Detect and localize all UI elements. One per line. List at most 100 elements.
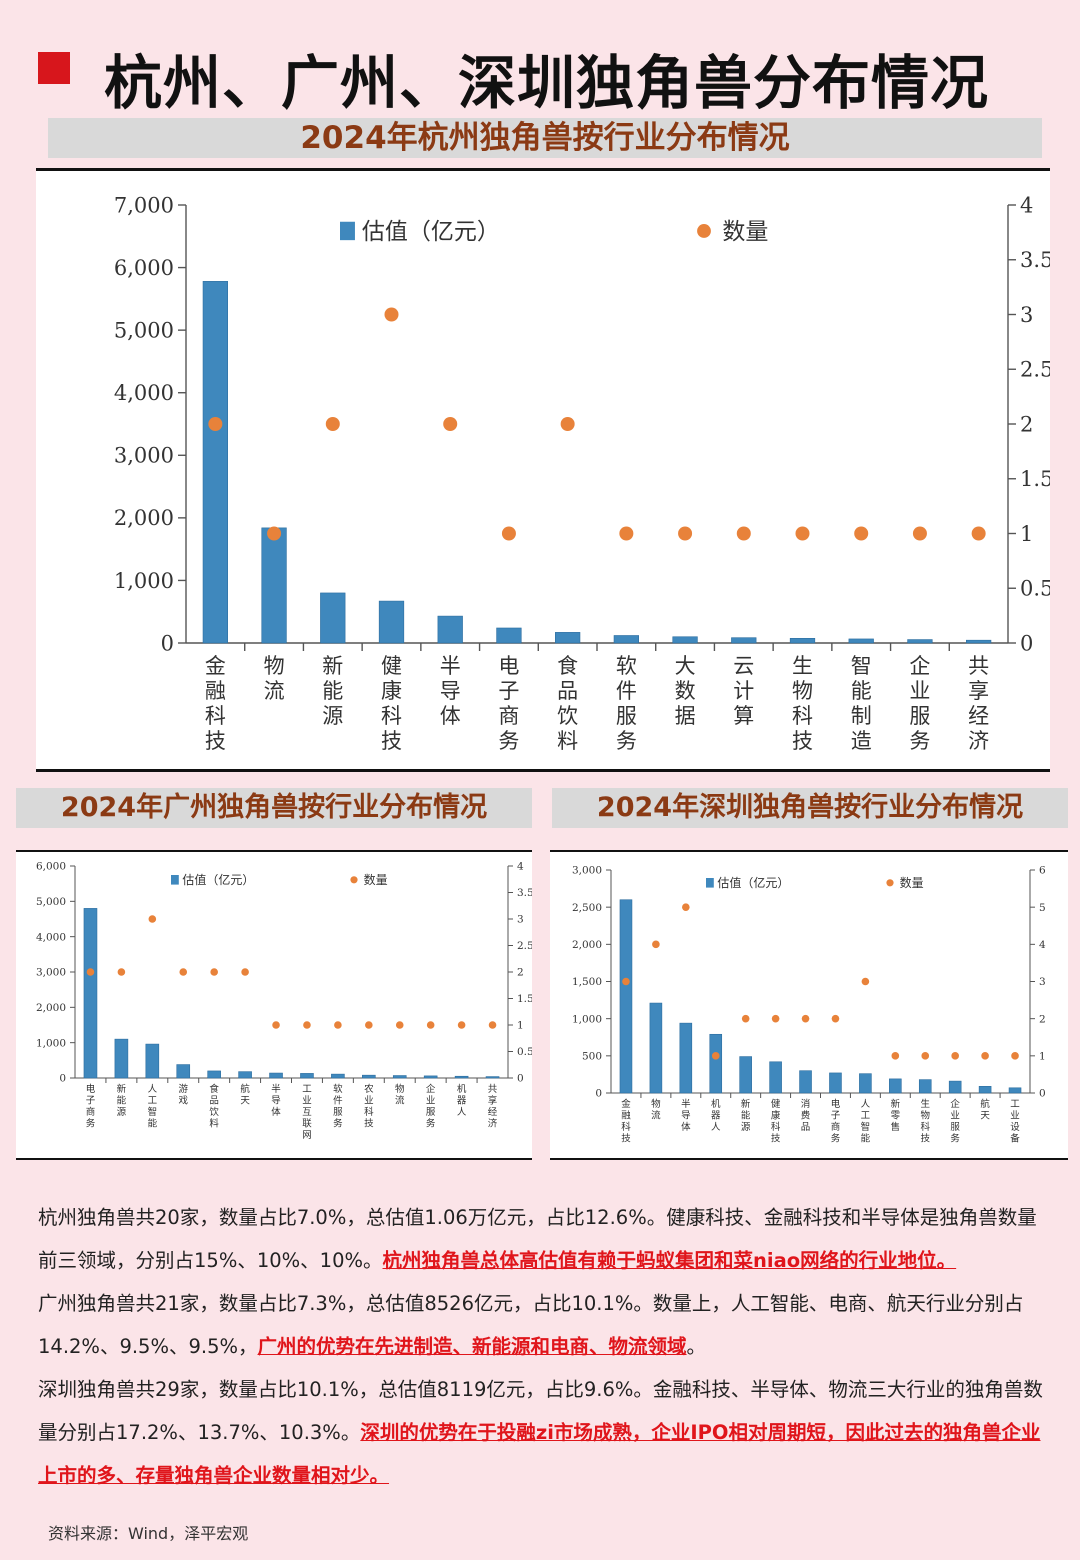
category-label: 云计算 [733, 654, 754, 728]
left-tick-label: 5,000 [36, 896, 66, 908]
category-label: 软件服务 [616, 654, 637, 753]
dot-新零售 [891, 1052, 900, 1060]
bar-消费品 [799, 1070, 812, 1094]
note-hangzhou-highlight: 杭州独角兽总体高估值有赖于蚂蚁集团和菜niao网络的行业地位。 [382, 1249, 957, 1272]
category-label: 智能制造 [851, 654, 872, 753]
hangzhou-chart-svg: 0 1,000 2,000 3,000 4,000 5,000 6,000 7,000 0 0.5… [114, 193, 1050, 753]
dot-半导体 [682, 903, 690, 911]
note-shenzhen-highlight: 深圳的优势在于投融zi市场成熟，企业IPO相对周期短，因此过去的独角兽企业上市的… [38, 1421, 1041, 1487]
bar-工业互联网 [300, 1073, 314, 1079]
dot-生物科技 [795, 526, 810, 541]
category-label: 软件服务 [333, 1083, 343, 1130]
bar-物流 [649, 1002, 663, 1094]
dot-食品饮料 [210, 968, 218, 976]
dot-健康科技 [771, 1014, 780, 1023]
dot-物流 [652, 940, 660, 949]
left-tick-label: 3,000 [114, 444, 174, 468]
shenzhen-chart-heading: 2024年深圳独角兽按行业分布情况 [552, 788, 1068, 828]
title-square-icon [38, 52, 70, 84]
dot-软件服务 [334, 1021, 342, 1029]
bar-共享经济 [966, 639, 992, 644]
dot-金融科技 [208, 417, 223, 431]
bar-机器人 [454, 1075, 469, 1079]
left-tick-label: 6,000 [114, 256, 174, 280]
left-tick-label: 0 [59, 1073, 66, 1085]
left-tick-label: 3,000 [572, 865, 602, 877]
bar-物流 [392, 1075, 407, 1079]
left-tick-label: 1,500 [572, 976, 602, 988]
bar-游戏 [176, 1064, 191, 1079]
right-tick-label: 0.5 [517, 1046, 532, 1058]
note-shenzhen: 深圳独角兽共29家，数量占比10.1%，总估值8119亿元，占比9.6%。金融科… [38, 1368, 1052, 1497]
category-label: 共享经济 [488, 1084, 498, 1130]
source-note: 资料来源：Wind，泽平宏观 [48, 1524, 249, 1543]
right-tick-label: 2.5 [1020, 358, 1050, 382]
bar-新能源 [739, 1056, 752, 1094]
category-label: 物流 [264, 654, 285, 703]
category-label: 电子商务 [86, 1083, 96, 1130]
guangzhou-chart: 0 1,000 2,000 3,000 4,000 5,000 6,000 0 0.5 1 1.5 2… [16, 850, 532, 1160]
right-tick-label: 3.5 [517, 887, 532, 899]
note-guangzhou-tail: 。 [686, 1335, 707, 1358]
shenzhen-chart: 0 500 1,000 1,500 2,000 2,500 3,000 0 1 2 3 4 5 6 金融科技… [550, 850, 1068, 1160]
right-tick-label: 0 [517, 1073, 524, 1085]
bar-健康科技 [378, 600, 405, 644]
bar-新零售 [889, 1078, 902, 1094]
bar-生物科技 [789, 638, 816, 644]
dot-机器人 [457, 1021, 466, 1029]
legend-bar-label: 估值（亿元） [362, 219, 500, 245]
category-label: 大数据 [675, 654, 696, 728]
bar-大数据 [672, 636, 698, 644]
left-tick-label: 4,000 [114, 381, 174, 405]
category-label: 企业服务 [909, 654, 930, 753]
category-label: 半导体 [271, 1083, 281, 1118]
category-label: 农业科技 [364, 1083, 374, 1130]
bar-云计算 [731, 637, 757, 644]
category-label: 生物科技 [792, 654, 813, 753]
legend-bar-swatch [171, 875, 179, 885]
category-label: 生物科技 [920, 1098, 930, 1145]
bar-食品饮料 [207, 1070, 221, 1079]
legend-dot-label: 数量 [722, 219, 768, 245]
dot-航天 [241, 968, 249, 976]
left-tick-label: 3,000 [36, 967, 66, 979]
dot-健康科技 [384, 307, 399, 322]
right-tick-label: 2.5 [517, 940, 532, 952]
bar-企业服务 [423, 1075, 438, 1079]
bar-农业科技 [362, 1074, 376, 1079]
dot-新能源 [741, 1014, 750, 1023]
right-tick-label: 1 [1039, 1051, 1046, 1063]
right-tick-label: 0 [1039, 1088, 1046, 1100]
dot-软件服务 [619, 526, 634, 541]
dot-智能制造 [854, 526, 869, 541]
hangzhou-chart-heading: 2024年杭州独角兽按行业分布情况 [48, 118, 1042, 158]
bar-软件服务 [613, 635, 639, 644]
guangzhou-chart-svg: 0 1,000 2,000 3,000 4,000 5,000 6,000 0 0.5 1 1.5 2… [36, 861, 532, 1141]
bar-半导体 [679, 1022, 693, 1094]
bar-机器人 [709, 1033, 723, 1094]
category-label: 物流 [395, 1083, 405, 1107]
category-label: 金融科技 [621, 1098, 631, 1145]
bar-人工智能 [859, 1073, 872, 1094]
legend-dot-label: 数量 [900, 875, 924, 890]
dot-生物科技 [921, 1052, 930, 1060]
left-tick-label: 2,000 [572, 939, 602, 951]
category-label: 新能源 [117, 1083, 127, 1118]
right-tick-label: 5 [1039, 902, 1046, 914]
dot-电子商务 [831, 1014, 840, 1023]
dot-企业服务 [912, 526, 927, 541]
right-tick-label: 3 [1020, 303, 1033, 327]
category-label: 工业互联网 [302, 1084, 312, 1141]
legend-bar-swatch [340, 221, 355, 241]
left-tick-label: 0 [161, 631, 174, 655]
bar-新能源 [114, 1038, 129, 1079]
category-label: 电子商务 [831, 1098, 841, 1145]
bar-航天 [978, 1086, 992, 1094]
left-tick-label: 7,000 [114, 193, 174, 217]
bar-生物科技 [918, 1079, 932, 1094]
bar-健康科技 [769, 1061, 782, 1094]
category-label: 金融科技 [205, 654, 226, 753]
category-label: 人工智能 [861, 1099, 871, 1145]
category-label: 企业服务 [426, 1083, 436, 1130]
right-tick-label: 1.5 [517, 993, 532, 1005]
